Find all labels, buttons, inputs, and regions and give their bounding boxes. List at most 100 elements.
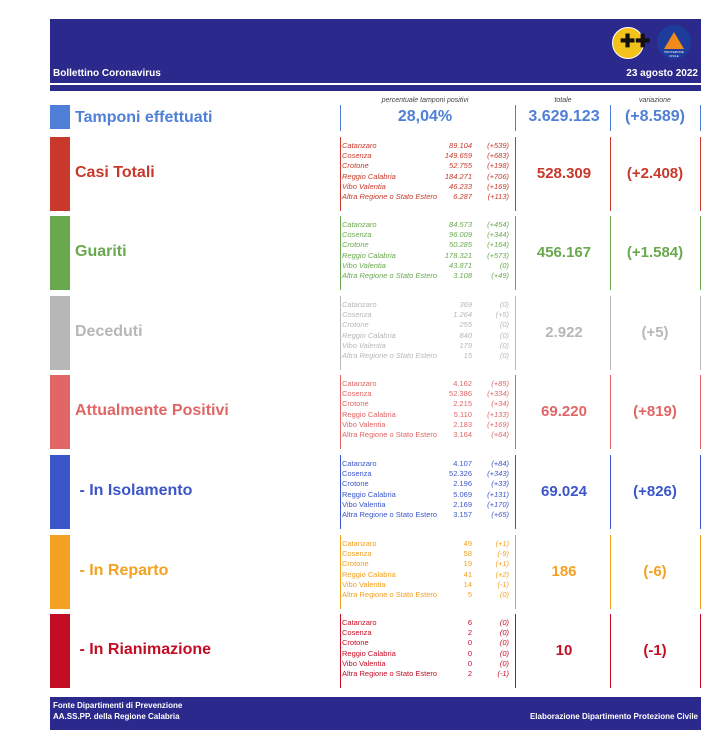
province-value: 4.107 xyxy=(453,459,472,468)
divider xyxy=(700,455,701,529)
province-value: 52.386 xyxy=(449,389,472,399)
province-delta: (+34) xyxy=(491,399,509,409)
province-delta: (0) xyxy=(499,330,509,340)
province-row: Catanzaro 4.162 (+85) xyxy=(342,379,512,389)
province-row: Cosenza 1.264 (+5) xyxy=(342,310,512,320)
province-name: Reggio Calabria xyxy=(342,569,396,579)
divider xyxy=(340,105,341,131)
province-row: Crotone 50.285 (+164) xyxy=(342,240,512,250)
province-value: 2 xyxy=(467,668,472,678)
casi-color-marker xyxy=(50,137,70,211)
province-value: 178.321 xyxy=(444,250,472,260)
province-row: Crotone 2.215 (+34) xyxy=(342,399,512,409)
province-value: 89.104 xyxy=(449,141,472,150)
section-deceduti: Deceduti Catanzaro 369 (0) Cosenza 1.264 (+5) C… xyxy=(50,296,701,370)
variation-column-label: variazione xyxy=(639,97,671,104)
divider xyxy=(610,614,611,688)
province-delta: (+1) xyxy=(495,559,509,569)
province-row: Catanzaro 369 (0) xyxy=(342,300,512,310)
province-name: Altra Regione o Stato Estero xyxy=(342,589,438,599)
province-name: Cosenza xyxy=(342,389,372,399)
province-value: 2.169 xyxy=(453,499,472,509)
guariti-variation: (+1.584) xyxy=(626,244,684,261)
province-row: Altra Regione o Stato Estero 3.164 (+64) xyxy=(342,430,512,440)
section-guariti: Guariti Catanzaro 84.573 (+454) Cosenza 96.00… xyxy=(50,216,701,290)
rianimazione-province-list: Catanzaro 6 (0) Cosenza 2 (0) Crotone 0 (0) Reggi… xyxy=(342,618,512,679)
divider xyxy=(700,105,701,131)
province-delta: (+84) xyxy=(491,459,509,468)
section-reparto: - In Reparto Catanzaro 49 (+1) Cosenza 58 (-9)… xyxy=(50,535,701,609)
province-value: 52.326 xyxy=(449,469,472,479)
province-row: Altra Regione o Stato Estero 5 (0) xyxy=(342,590,512,600)
province-value: 3.157 xyxy=(453,509,472,519)
province-delta: (+65) xyxy=(491,509,509,519)
protezione-civile-logo-icon: PROTEZIONE CIVILE xyxy=(657,25,691,59)
province-delta: (0) xyxy=(499,648,509,658)
province-row: Crotone 2.196 (+33) xyxy=(342,479,512,489)
province-delta: (+198) xyxy=(487,161,509,171)
province-value: 58 xyxy=(463,549,472,559)
reparto-province-list: Catanzaro 49 (+1) Cosenza 58 (-9) Crotone 19 (+1… xyxy=(342,539,512,600)
province-value: 3.108 xyxy=(453,270,472,280)
divider xyxy=(700,296,701,370)
province-delta: (-9) xyxy=(497,549,509,559)
province-name: Cosenza xyxy=(342,310,372,320)
reparto-label: - In Reparto xyxy=(75,562,169,579)
province-name: Vibo Valentia xyxy=(342,419,386,429)
province-delta: (+33) xyxy=(491,479,509,489)
province-name: Crotone xyxy=(342,161,369,171)
divider xyxy=(610,455,611,529)
province-value: 369 xyxy=(459,300,472,309)
isolamento-label: - In Isolamento xyxy=(75,482,193,499)
province-row: Crotone 255 (0) xyxy=(342,320,512,330)
tamponi-row: Tamponi effettuati 28,04% 3.629.123 (+8.… xyxy=(50,105,701,131)
province-name: Vibo Valentia xyxy=(342,658,386,668)
divider xyxy=(610,216,611,290)
province-value: 96.009 xyxy=(449,230,472,240)
province-delta: (+539) xyxy=(487,141,509,150)
province-name: Altra Regione o Stato Estero xyxy=(342,429,438,439)
province-row: Reggio Calabria 178.321 (+573) xyxy=(342,251,512,261)
province-row: Altra Regione o Stato Estero 6.287 (+113) xyxy=(342,192,512,202)
province-delta: (0) xyxy=(499,300,509,309)
divider xyxy=(515,535,516,609)
positivi-province-list: Catanzaro 4.162 (+85) Cosenza 52.386 (+334) Cr… xyxy=(342,379,512,440)
province-value: 840 xyxy=(459,330,472,340)
province-value: 3.164 xyxy=(453,429,472,439)
deceduti-total: 2.922 xyxy=(545,324,583,341)
deceduti-province-list: Catanzaro 369 (0) Cosenza 1.264 (+5) Crotone 25… xyxy=(342,300,512,361)
province-value: 4.162 xyxy=(453,379,472,388)
province-name: Altra Regione o Stato Estero xyxy=(342,270,438,280)
province-name: Crotone xyxy=(342,638,369,648)
province-value: 5 xyxy=(467,589,472,599)
tamponi-pct: 28,04% xyxy=(397,108,453,125)
province-name: Vibo Valentia xyxy=(342,340,386,350)
tamponi-total: 3.629.123 xyxy=(528,108,600,125)
divider xyxy=(700,375,701,449)
province-name: Cosenza xyxy=(342,151,372,161)
province-delta: (+164) xyxy=(487,240,509,250)
province-delta: (+334) xyxy=(487,389,509,399)
province-delta: (+64) xyxy=(491,429,509,439)
province-delta: (+683) xyxy=(487,151,509,161)
divider xyxy=(340,535,341,609)
footer-source-line1: Fonte Dipartimenti di Prevenzione xyxy=(53,701,183,710)
province-row: Catanzaro 6 (0) xyxy=(342,618,512,628)
divider xyxy=(340,137,341,211)
province-delta: (+169) xyxy=(487,181,509,191)
province-row: Crotone 0 (0) xyxy=(342,638,512,648)
isolamento-total: 69.024 xyxy=(541,483,587,500)
province-value: 2.196 xyxy=(453,479,472,489)
logo-text: PROTEZIONE CIVILE xyxy=(664,50,684,58)
province-name: Catanzaro xyxy=(342,379,377,388)
bulletin-date: 23 agosto 2022 xyxy=(626,68,698,79)
province-delta: (0) xyxy=(499,350,509,360)
divider xyxy=(515,614,516,688)
divider xyxy=(610,105,611,131)
reparto-variation: (-6) xyxy=(643,563,667,580)
province-delta: (+131) xyxy=(487,489,509,499)
province-row: Vibo Valentia 14 (-1) xyxy=(342,580,512,590)
positivi-total: 69.220 xyxy=(541,403,587,420)
province-name: Altra Regione o Stato Estero xyxy=(342,350,438,360)
province-value: 50.285 xyxy=(449,240,472,250)
